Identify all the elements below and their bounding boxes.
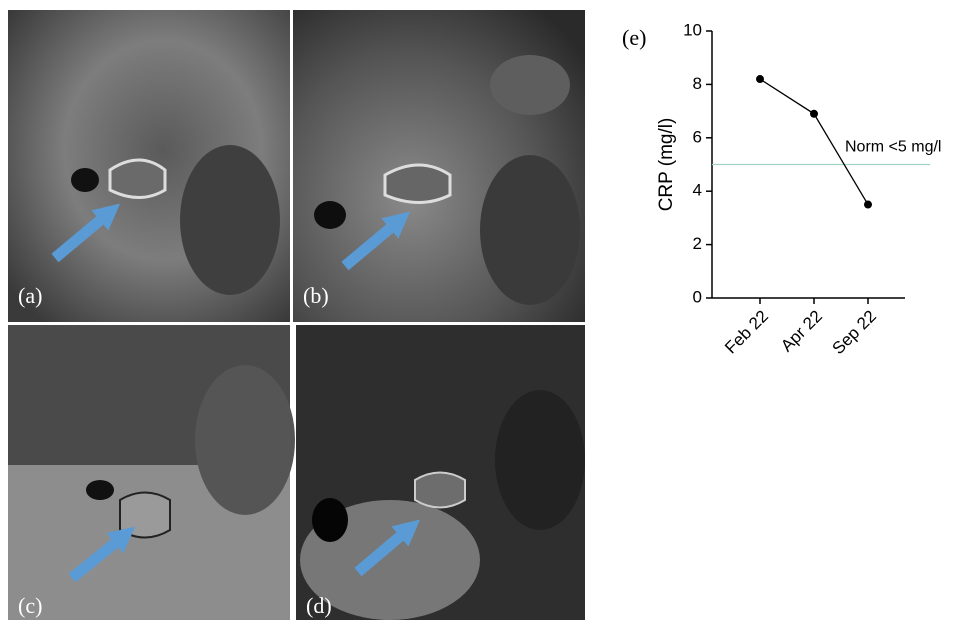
reference-label: Norm <5 mg/l <box>845 139 941 156</box>
panel-label: (a) <box>18 283 42 308</box>
x-tick-label: Apr 22 <box>777 307 826 356</box>
panel-label: (b) <box>303 283 329 308</box>
y-tick-label: 4 <box>693 181 702 200</box>
chart-panel-label: (e) <box>622 25 646 50</box>
x-tick-label: Feb 22 <box>721 307 772 358</box>
panel-label: (d) <box>306 593 332 618</box>
y-tick-label: 8 <box>693 74 702 93</box>
x-tick-label: Sep 22 <box>828 307 880 359</box>
y-tick-label: 2 <box>693 234 702 253</box>
figure: (a) (b) (c) (d) (e) 0 2 4 6 8 10 CRP (mg/l) Nor… <box>0 0 956 629</box>
panel-label: (c) <box>18 593 42 618</box>
data-point <box>810 110 818 118</box>
y-tick-label: 6 <box>693 127 702 146</box>
mri-panel: (b) <box>293 10 585 322</box>
mri-panel: (d) <box>296 325 585 620</box>
y-tick-label: 0 <box>693 287 702 306</box>
mri-panel: (c) <box>8 325 295 620</box>
data-point <box>864 201 872 209</box>
mri-panel: (a) <box>8 10 290 322</box>
y-tick-label: 10 <box>683 20 702 39</box>
data-point <box>756 75 764 83</box>
y-axis-label: CRP (mg/l) <box>656 118 677 212</box>
